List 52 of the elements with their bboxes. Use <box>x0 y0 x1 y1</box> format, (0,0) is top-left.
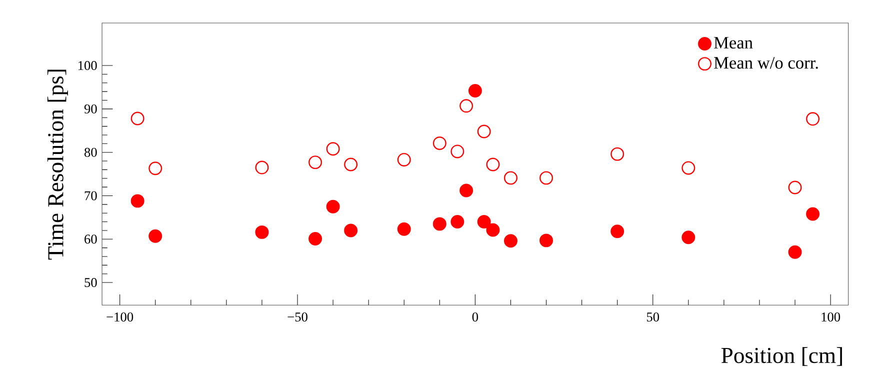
point <box>682 161 696 175</box>
point <box>397 152 411 166</box>
point <box>486 223 500 237</box>
point <box>397 222 411 236</box>
point <box>344 224 358 238</box>
point <box>460 184 474 198</box>
point <box>610 147 624 161</box>
point <box>540 234 553 248</box>
y-tick-label: 60 <box>84 234 97 244</box>
point <box>308 232 322 246</box>
x-tick-label: −50 <box>288 312 308 322</box>
x-tick-label: 0 <box>472 312 478 322</box>
point <box>148 162 162 176</box>
y-tick-label: 100 <box>78 60 97 70</box>
point <box>450 144 464 158</box>
y-tick-label: 80 <box>84 148 97 157</box>
point <box>806 207 820 221</box>
point <box>788 180 802 194</box>
point <box>540 171 553 185</box>
point <box>460 99 474 113</box>
point <box>308 156 322 169</box>
x-axis-title: Position [cm] <box>721 347 842 366</box>
point <box>486 158 500 172</box>
legend-label: Mean <box>714 37 753 49</box>
point <box>682 230 696 244</box>
x-tick-label: −100 <box>106 312 134 322</box>
legend-label: Mean w/o corr. <box>714 57 818 69</box>
point <box>148 229 162 243</box>
point <box>477 214 491 228</box>
point <box>130 112 144 126</box>
point <box>326 200 340 214</box>
point <box>504 171 518 185</box>
point <box>130 194 144 208</box>
y-tick-label: 90 <box>84 104 97 114</box>
point <box>477 124 491 138</box>
point <box>432 217 446 231</box>
point <box>326 142 340 156</box>
point <box>504 234 518 248</box>
point <box>432 136 446 150</box>
point <box>788 245 802 259</box>
x-tick-label: 50 <box>646 312 660 322</box>
point <box>344 158 358 172</box>
point <box>450 214 464 228</box>
x-tick-label: 100 <box>822 312 840 322</box>
point <box>255 160 269 174</box>
y-axis-title: Time Resolution [ps] <box>47 70 68 260</box>
y-tick-label: 70 <box>84 191 97 200</box>
point <box>806 112 820 126</box>
y-tick-label: 50 <box>84 278 97 287</box>
point <box>468 84 482 98</box>
point <box>610 224 624 238</box>
point <box>255 225 269 239</box>
